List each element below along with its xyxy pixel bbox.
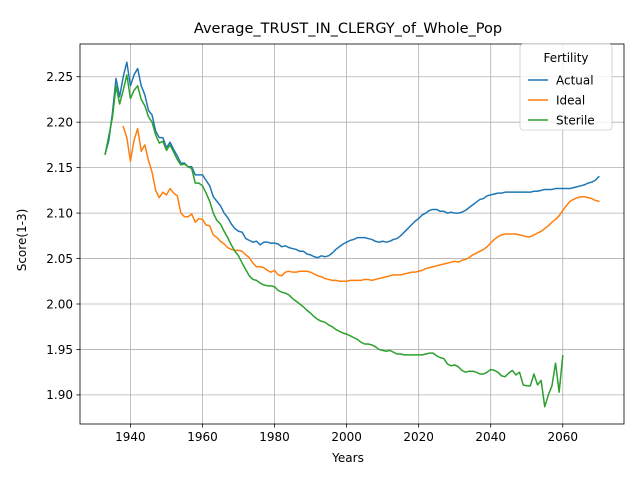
x-tick-label: 1980 bbox=[259, 430, 290, 444]
legend-entries: Actual Ideal Sterile bbox=[528, 73, 595, 127]
y-tick-label: 2.20 bbox=[46, 115, 73, 129]
x-tick-label: 1960 bbox=[187, 430, 218, 444]
x-axis-ticks: 1940 1960 1980 2000 2020 2040 2060 bbox=[115, 424, 578, 444]
y-tick-label: 1.95 bbox=[46, 343, 73, 357]
legend-title: Fertility bbox=[543, 51, 588, 65]
x-tick-label: 2040 bbox=[475, 430, 506, 444]
x-tick-label: 2020 bbox=[403, 430, 434, 444]
y-tick-label: 2.05 bbox=[46, 252, 73, 266]
legend-label-ideal: Ideal bbox=[556, 93, 585, 107]
y-axis-ticks: 1.90 1.95 2.00 2.05 2.10 2.15 2.20 2.25 bbox=[46, 70, 80, 402]
legend-label-actual: Actual bbox=[556, 73, 594, 87]
legend-label-sterile: Sterile bbox=[556, 113, 595, 127]
chart-title: Average_TRUST_IN_CLERGY_of_Whole_Pop bbox=[194, 21, 502, 37]
x-tick-label: 2000 bbox=[331, 430, 362, 444]
series-line-sterile bbox=[104, 74, 564, 408]
x-tick-label: 1940 bbox=[115, 430, 146, 444]
y-tick-label: 1.90 bbox=[46, 388, 73, 402]
legend: Fertility Actual Ideal Sterile bbox=[519, 43, 613, 131]
y-tick-label: 2.25 bbox=[46, 70, 73, 84]
series-line-ideal bbox=[122, 125, 600, 283]
grid bbox=[80, 44, 624, 424]
series-layer bbox=[104, 61, 600, 408]
y-tick-label: 2.15 bbox=[46, 161, 73, 175]
plot-frame bbox=[79, 43, 625, 425]
y-tick-label: 2.00 bbox=[46, 297, 73, 311]
x-axis-label: Years bbox=[331, 451, 364, 465]
y-tick-label: 2.10 bbox=[46, 206, 73, 220]
y-axis-label: Score(1-3) bbox=[15, 209, 29, 272]
legend-box bbox=[519, 43, 613, 131]
x-tick-label: 2060 bbox=[547, 430, 578, 444]
